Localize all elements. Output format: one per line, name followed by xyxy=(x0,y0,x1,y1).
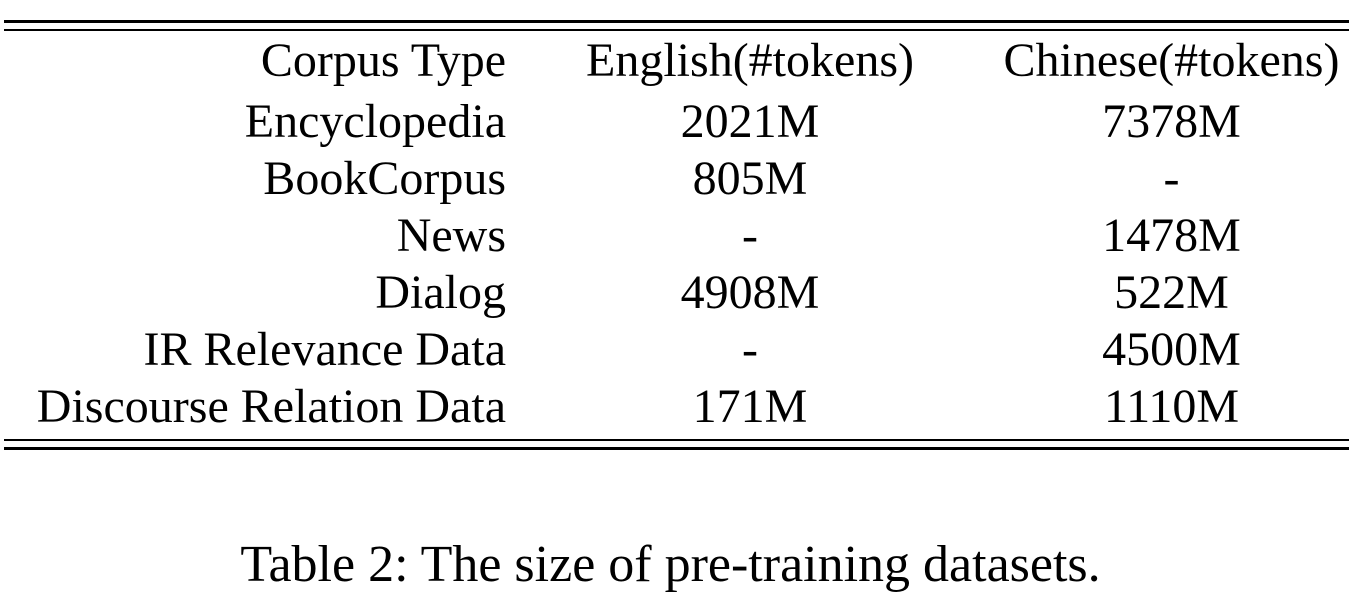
cell-chinese: - xyxy=(1163,152,1180,205)
top-rule-outer xyxy=(4,20,1349,23)
cell-corpus-type: Discourse Relation Data xyxy=(36,380,506,433)
cell-english: - xyxy=(742,323,758,376)
cell-corpus-type: BookCorpus xyxy=(263,152,506,205)
cell-corpus-type: News xyxy=(396,209,506,262)
cell-chinese: 4500M xyxy=(1102,323,1241,376)
table-header: Corpus Type English(#tokens) Chinese(#to… xyxy=(4,31,1349,91)
table-row: Discourse Relation Data 171M 1110M xyxy=(4,378,1349,439)
cell-chinese: 522M xyxy=(1114,266,1229,319)
cell-chinese: 1478M xyxy=(1102,209,1241,262)
bottom-rule-inner xyxy=(4,439,1349,441)
cell-english: 805M xyxy=(692,152,808,205)
table-row: Dialog 4908M 522M xyxy=(4,264,1349,321)
bottom-rule-outer xyxy=(4,447,1349,450)
cell-corpus-type: Dialog xyxy=(375,266,506,319)
cell-english: - xyxy=(742,209,758,262)
cell-english: 2021M xyxy=(680,95,820,148)
top-rule-inner xyxy=(4,29,1349,31)
cell-english: 171M xyxy=(692,380,808,433)
cell-corpus-type: IR Relevance Data xyxy=(143,323,506,376)
cell-corpus-type: Encyclopedia xyxy=(244,95,506,148)
cell-english: 4908M xyxy=(680,266,820,319)
header-chinese: Chinese(#tokens) xyxy=(1003,34,1340,87)
table-row: News - 1478M xyxy=(4,207,1349,264)
cell-chinese: 1110M xyxy=(1103,380,1240,433)
header-row: Corpus Type English(#tokens) Chinese(#to… xyxy=(4,31,1349,91)
table-body: Encyclopedia 2021M 7378M BookCorpus 805M… xyxy=(4,91,1349,439)
table-row: Encyclopedia 2021M 7378M xyxy=(4,91,1349,150)
table-row: IR Relevance Data - 4500M xyxy=(4,321,1349,378)
pretraining-datasets-table: Corpus Type English(#tokens) Chinese(#to… xyxy=(4,20,1349,450)
table-caption: Table 2: The size of pre-training datase… xyxy=(240,536,1101,593)
header-corpus-type: Corpus Type xyxy=(260,34,506,87)
header-english: English(#tokens) xyxy=(586,34,914,87)
table-row: BookCorpus 805M - xyxy=(4,150,1349,207)
cell-chinese: 7378M xyxy=(1102,95,1241,148)
data-table: Corpus Type English(#tokens) Chinese(#to… xyxy=(4,31,1349,439)
